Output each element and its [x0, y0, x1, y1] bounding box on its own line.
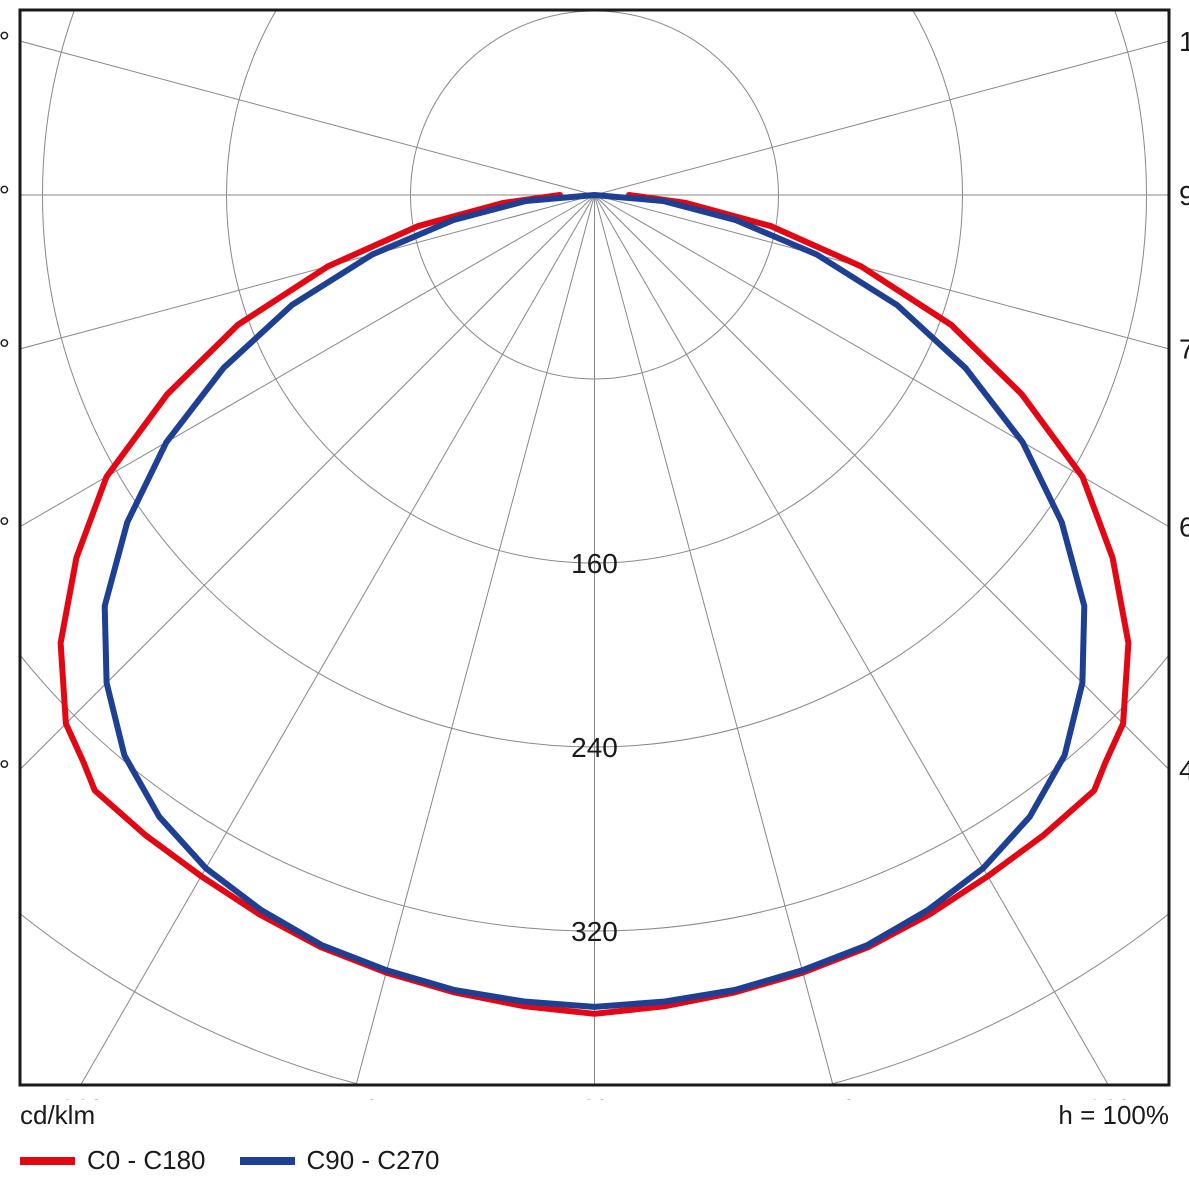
svg-text:240: 240: [571, 732, 618, 763]
svg-text:160: 160: [571, 548, 618, 579]
svg-text:90°: 90°: [0, 180, 10, 211]
svg-text:45°: 45°: [1179, 754, 1189, 785]
svg-text:75°: 75°: [0, 334, 10, 365]
legend-label-c0: C0 - C180: [87, 1145, 206, 1176]
svg-text:60°: 60°: [0, 511, 10, 542]
eta-label: h = 100%: [1058, 1100, 1169, 1131]
legend-label-c90: C90 - C270: [307, 1145, 440, 1176]
chart-footer: cd/klm h = 100%: [20, 1100, 1169, 1131]
svg-text:60°: 60°: [1179, 511, 1189, 542]
svg-text:75°: 75°: [1179, 334, 1189, 365]
svg-text:320: 320: [571, 916, 618, 947]
polar-chart-svg: 0°15°15°30°30°45°45°60°60°75°75°90°90°10…: [0, 0, 1189, 1100]
svg-text:90°: 90°: [1179, 180, 1189, 211]
legend-swatch-c0: [20, 1157, 75, 1165]
svg-text:45°: 45°: [0, 754, 10, 785]
polar-chart-container: 0°15°15°30°30°45°45°60°60°75°75°90°90°10…: [0, 0, 1189, 1200]
svg-text:105°: 105°: [1179, 26, 1189, 57]
svg-text:105°: 105°: [0, 26, 10, 57]
legend-swatch-c90: [240, 1157, 295, 1165]
units-label: cd/klm: [20, 1100, 95, 1131]
chart-legend: C0 - C180 C90 - C270: [20, 1145, 439, 1176]
